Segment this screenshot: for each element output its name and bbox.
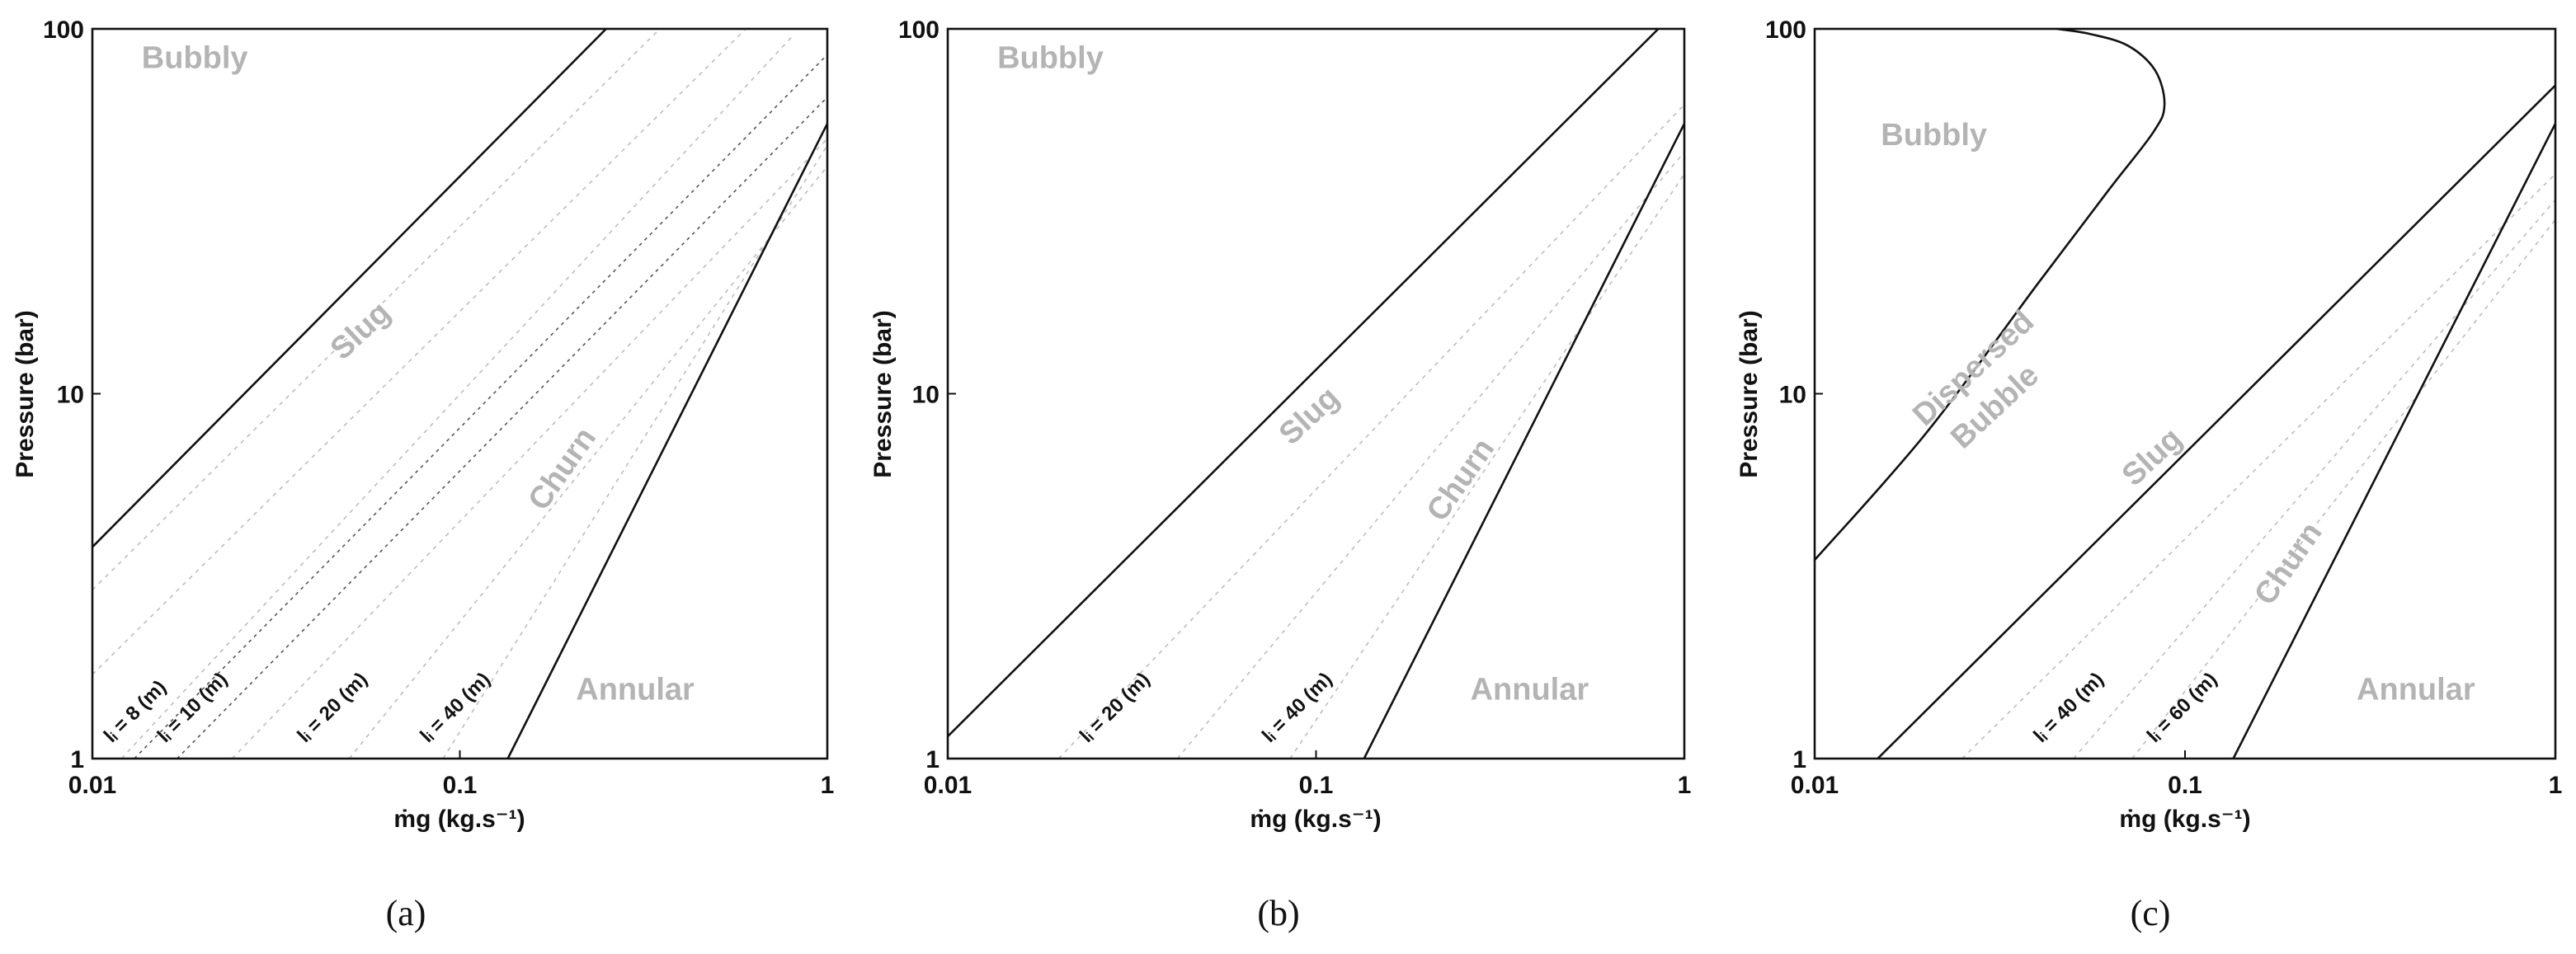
- chart-c-ylabel: Pressure (bar): [1735, 310, 1763, 477]
- chart-a: 0.01 0.1 1 1 10 100 Bubbly Slug Churn Annular lᵢ…: [12, 16, 834, 933]
- chart-a-x-tick-label-1: 0.1: [443, 772, 478, 799]
- chart-a-x-tick-label-2: 1: [821, 772, 835, 799]
- chart-b-xlabel: ṁg (kg.s⁻¹): [1250, 806, 1381, 833]
- chart-a-regions: Bubbly Slug Churn Annular: [142, 41, 695, 707]
- chart-c-boundaries: [1815, 29, 2555, 759]
- chart-c-x-tick-label-0: 0.01: [1791, 772, 1839, 799]
- chart-b-boundary-0: [948, 29, 1660, 738]
- chart-a-x-tick-label-0: 0.01: [68, 772, 116, 799]
- chart-a-guides: [92, 29, 827, 759]
- chart-b-ticks: 0.01 0.1 1 1 10 100: [898, 16, 1691, 799]
- chart-a-panel-label: (a): [386, 893, 426, 933]
- chart-a-length-label-1: lᵢ = 10 (m): [153, 668, 233, 747]
- chart-c-xlabel: ṁg (kg.s⁻¹): [2119, 806, 2250, 833]
- chart-c-length-labels: lᵢ = 40 (m) lᵢ = 60 (m): [2029, 668, 2221, 747]
- chart-c-y-tick-label-1: 10: [1779, 382, 1806, 409]
- chart-a-region-churn: Churn: [521, 421, 603, 517]
- chart-b-y-tick-label-1: 10: [912, 382, 940, 409]
- chart-a-length-labels: lᵢ = 8 (m)lᵢ = 10 (m) lᵢ = 20 (m) lᵢ = 40 …: [100, 668, 495, 747]
- chart-a-xlabel: ṁg (kg.s⁻¹): [393, 806, 525, 833]
- chart-c-x-tick-label-2: 1: [2549, 772, 2563, 799]
- chart-b-boundary-1: [1363, 123, 1684, 759]
- chart-a-length-line-2: [92, 29, 661, 590]
- chart-a-region-annular: Annular: [576, 673, 695, 707]
- chart-a-length-line-4: [177, 96, 827, 759]
- chart-b-region-slug: Slug: [1273, 380, 1346, 452]
- chart-b-panel-label: (b): [1257, 893, 1299, 933]
- chart-b-x-tick-label-2: 1: [1678, 772, 1692, 799]
- chart-a-length-label-2: lᵢ = 20 (m): [293, 668, 372, 747]
- chart-b-region-annular: Annular: [1471, 673, 1589, 707]
- chart-b-regions: Bubbly Slug Churn Annular: [997, 41, 1589, 707]
- chart-b-length-labels: lᵢ = 20 (m) lᵢ = 40 (m): [1076, 668, 1336, 747]
- chart-b-region-churn: Churn: [1420, 432, 1502, 528]
- chart-c-boundary-1: [1877, 84, 2555, 759]
- chart-c-ticks: 0.01 0.1 1 1 10 100: [1765, 16, 2562, 799]
- chart-a-y-tick-label-2: 100: [43, 16, 84, 44]
- chart-b: 0.01 0.1 1 1 10 100 Bubbly Slug Churn Annular lᵢ…: [869, 16, 1691, 933]
- chart-b-boundaries: [948, 29, 1684, 759]
- chart-a-boundary-0: [92, 29, 607, 548]
- chart-b-x-tick-label-0: 0.01: [924, 772, 972, 799]
- chart-a-ylabel: Pressure (bar): [12, 310, 39, 477]
- chart-c-region-slug: Slug: [2116, 421, 2189, 493]
- chart-a-length-line-5: [231, 138, 827, 759]
- chart-a-length-line-6: [348, 166, 827, 759]
- chart-b-y-tick-label-0: 1: [925, 746, 940, 773]
- chart-a-region-slug: Slug: [324, 295, 398, 367]
- chart-c-boundary-0: [1815, 29, 2166, 562]
- chart-c-region-churn: Churn: [2248, 516, 2329, 612]
- chart-a-length-line-1: [120, 36, 793, 759]
- chart-a-length-label-3: lᵢ = 40 (m): [416, 668, 495, 747]
- chart-a-region-bubbly: Bubbly: [142, 41, 248, 76]
- chart-c-length-label-1: lᵢ = 60 (m): [2143, 668, 2222, 747]
- chart-c-region-annular: Annular: [2357, 673, 2475, 707]
- chart-c-panel-label: (c): [2131, 893, 2171, 933]
- chart-b-length-label-1: lᵢ = 40 (m): [1258, 668, 1337, 747]
- chart-c-boundary-2: [2232, 123, 2555, 759]
- chart-c-y-tick-label-2: 100: [1765, 16, 1806, 44]
- chart-a-boundaries: [92, 29, 827, 759]
- chart-a-ticks: 0.01 0.1 1 1 10 100: [43, 16, 834, 799]
- chart-b-length-label-0: lᵢ = 20 (m): [1076, 668, 1155, 747]
- chart-b-region-bubbly: Bubbly: [997, 41, 1104, 76]
- chart-b-ylabel: Pressure (bar): [869, 310, 897, 477]
- chart-a-y-tick-label-0: 1: [70, 746, 84, 773]
- chart-b-y-tick-label-2: 100: [898, 16, 940, 44]
- chart-a-y-tick-label-1: 10: [57, 382, 84, 409]
- chart-b-length-line-0: [1057, 104, 1684, 759]
- chart-c-y-tick-label-0: 1: [1792, 746, 1806, 773]
- chart-a-boundary-1: [506, 123, 827, 759]
- chart-c-length-line-0: [1961, 173, 2555, 759]
- chart-a-frame: [91, 27, 829, 760]
- chart-b-length-line-1: [1176, 151, 1684, 759]
- chart-c-guides: [1961, 173, 2555, 759]
- chart-c-x-tick-label-1: 0.1: [2168, 772, 2202, 799]
- chart-b-x-tick-label-1: 0.1: [1299, 772, 1334, 799]
- chart-c-region-bubbly: Bubbly: [1881, 118, 1987, 153]
- chart-b-guides: [1057, 104, 1684, 759]
- chart-a-length-line-3: [134, 54, 827, 759]
- chart-a-length-line-7: [442, 144, 827, 759]
- chart-a-length-line-0: [92, 29, 746, 675]
